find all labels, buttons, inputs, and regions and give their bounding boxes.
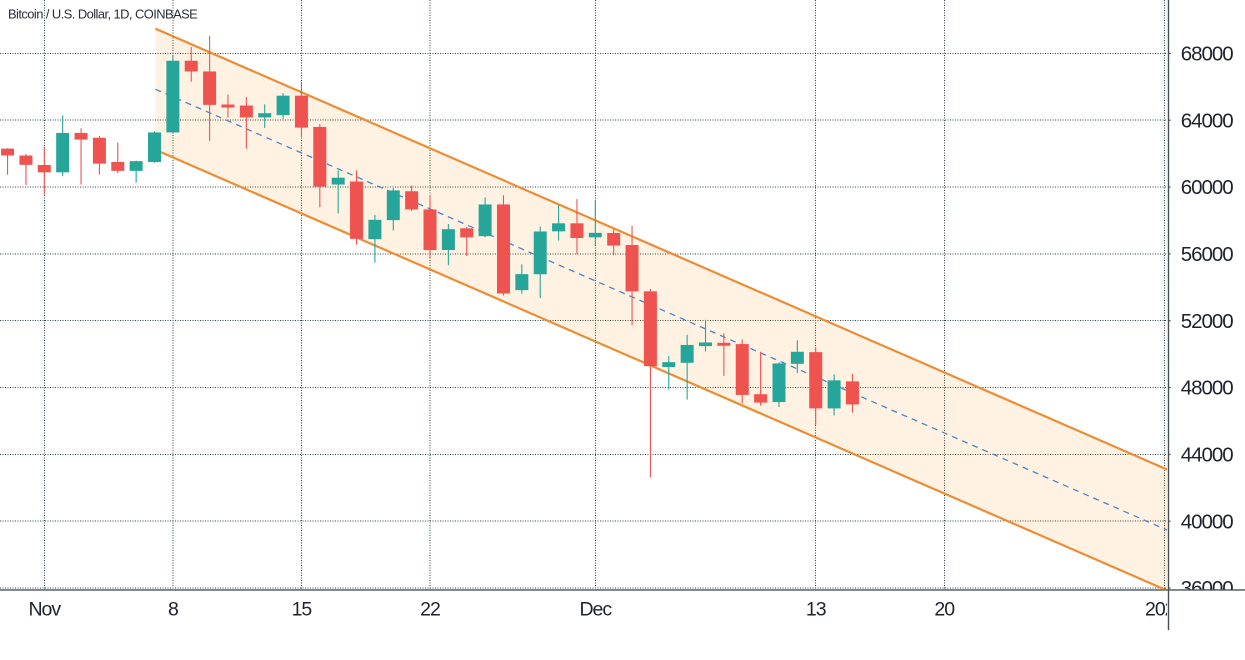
- svg-text:60000: 60000: [1181, 176, 1233, 199]
- svg-text:22: 22: [420, 599, 440, 621]
- svg-text:48000: 48000: [1181, 377, 1233, 400]
- svg-text:Nov: Nov: [28, 599, 61, 621]
- svg-text:13: 13: [806, 599, 826, 621]
- svg-text:56000: 56000: [1181, 243, 1233, 266]
- svg-text:15: 15: [292, 599, 313, 621]
- svg-text:40000: 40000: [1181, 510, 1233, 533]
- svg-text:64000: 64000: [1181, 109, 1233, 132]
- svg-text:20: 20: [934, 599, 955, 621]
- svg-text:52000: 52000: [1181, 310, 1233, 333]
- svg-text:8: 8: [168, 599, 178, 621]
- svg-text:Dec: Dec: [579, 599, 612, 621]
- svg-text:44000: 44000: [1181, 443, 1233, 466]
- svg-text:2022: 2022: [1145, 599, 1185, 621]
- svg-text:68000: 68000: [1181, 42, 1233, 65]
- svg-text:Bitcoin / U.S. Dollar, 1D, COI: Bitcoin / U.S. Dollar, 1D, COINBASE: [8, 6, 198, 21]
